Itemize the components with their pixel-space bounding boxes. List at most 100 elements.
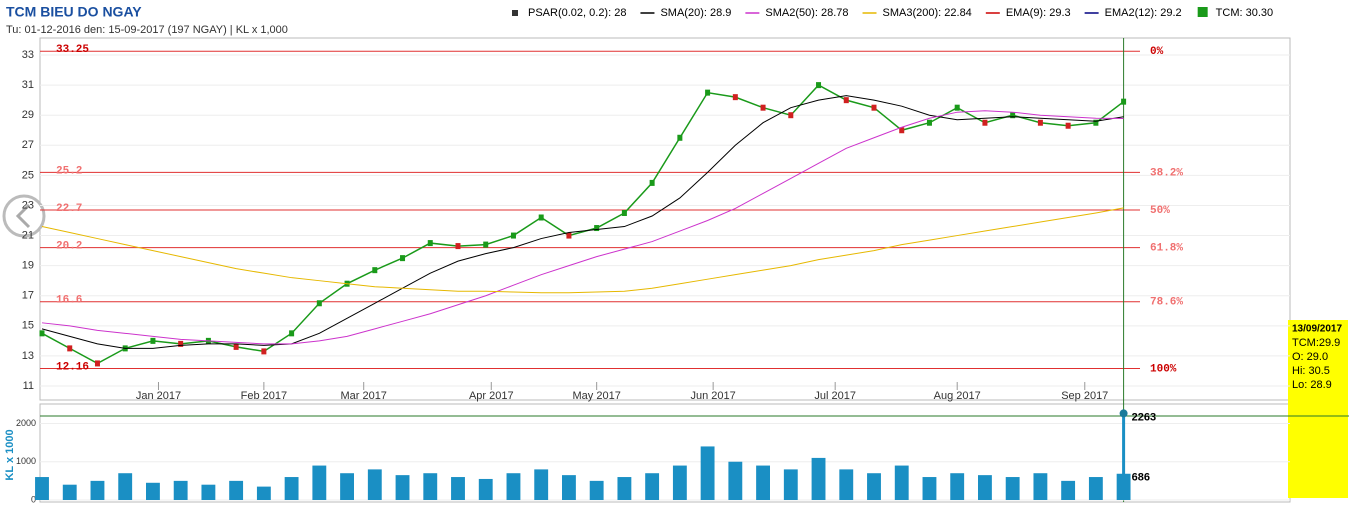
volume-bar bbox=[728, 461, 743, 500]
price-mark bbox=[455, 243, 461, 250]
price-mark bbox=[372, 267, 378, 274]
volume-bar bbox=[173, 480, 188, 500]
price-mark bbox=[150, 337, 156, 344]
volume-bar bbox=[978, 475, 992, 500]
fib-price: 22.7 bbox=[56, 203, 82, 215]
volume-spike-dot bbox=[1119, 409, 1128, 418]
price-mark bbox=[39, 330, 45, 337]
price-mark bbox=[538, 214, 544, 221]
volume-bar bbox=[35, 477, 49, 500]
volume-bar bbox=[645, 473, 660, 500]
tooltip-line: O: 29.0 bbox=[1292, 351, 1328, 363]
fib-level: 61.8% bbox=[1150, 242, 1183, 254]
y-tick-label: 27 bbox=[22, 139, 34, 151]
fib-price: 12.16 bbox=[56, 361, 89, 373]
volume-tick-label: 1000 bbox=[16, 456, 36, 466]
volume-bar bbox=[62, 484, 77, 500]
y-tick-label: 25 bbox=[22, 169, 34, 181]
price-mark bbox=[871, 104, 877, 111]
x-tick-label: Apr 2017 bbox=[469, 390, 514, 402]
volume-axis-label: KL x 1000 bbox=[4, 429, 16, 480]
volume-bar bbox=[340, 473, 354, 500]
volume-bar bbox=[506, 473, 521, 500]
legend-entry: SMA3(200): 22.84 bbox=[883, 7, 972, 19]
price-mark bbox=[677, 134, 683, 141]
price-mark bbox=[483, 241, 489, 248]
price-mark bbox=[566, 232, 572, 239]
price-mark bbox=[261, 348, 267, 355]
volume-bar bbox=[700, 446, 715, 500]
tooltip-box bbox=[1288, 320, 1348, 498]
volume-bar bbox=[451, 477, 465, 500]
x-tick-label: May 2017 bbox=[573, 390, 621, 402]
volume-bar bbox=[589, 480, 604, 500]
chart-title: TCM BIEU DO NGAY bbox=[6, 4, 142, 20]
legend-entry: EMA2(12): 29.2 bbox=[1105, 7, 1182, 19]
volume-bar bbox=[811, 457, 826, 500]
price-mark bbox=[926, 119, 932, 126]
legend-entry: EMA(9): 29.3 bbox=[1006, 7, 1071, 19]
volume-bar bbox=[672, 465, 687, 500]
y-tick-label: 31 bbox=[22, 79, 34, 91]
fib-level: 100% bbox=[1150, 363, 1177, 375]
volume-bar bbox=[256, 486, 271, 500]
volume-bar bbox=[756, 465, 770, 500]
y-tick-label: 11 bbox=[23, 380, 34, 392]
price-mark bbox=[510, 232, 516, 239]
price-mark bbox=[649, 179, 655, 186]
volume-bar bbox=[562, 475, 576, 500]
price-mark bbox=[1121, 98, 1127, 105]
y-tick-label: 23 bbox=[22, 199, 34, 211]
price-mark bbox=[594, 225, 600, 232]
legend-entry: SMA2(50): 28.78 bbox=[765, 7, 848, 19]
volume-bar bbox=[783, 469, 798, 500]
series-line bbox=[41, 110, 1124, 345]
tooltip-line: Hi: 30.5 bbox=[1292, 365, 1330, 377]
volume-bar bbox=[950, 473, 965, 500]
legend-entry: SMA(20): 28.9 bbox=[660, 7, 731, 19]
price-mark bbox=[760, 104, 766, 111]
price-mark bbox=[982, 119, 988, 126]
price-mark bbox=[400, 255, 406, 262]
price-mark bbox=[732, 94, 738, 101]
fib-price: 25.2 bbox=[56, 165, 82, 177]
volume-bar bbox=[1005, 477, 1020, 500]
price-mark bbox=[316, 300, 322, 307]
volume-tick-label: 0 bbox=[31, 494, 36, 504]
price-mark bbox=[289, 330, 295, 337]
legend-swatch bbox=[1197, 7, 1208, 17]
price-mark bbox=[788, 112, 794, 119]
volume-bar bbox=[867, 473, 881, 500]
volume-bar bbox=[201, 484, 216, 500]
fib-level: 78.6% bbox=[1150, 297, 1183, 309]
price-mark bbox=[1037, 119, 1043, 126]
y-tick-label: 21 bbox=[22, 229, 34, 241]
x-tick-label: Aug 2017 bbox=[934, 390, 981, 402]
fib-level: 0% bbox=[1150, 46, 1164, 58]
fib-level: 38.2% bbox=[1150, 167, 1183, 179]
price-mark bbox=[1093, 119, 1099, 126]
x-tick-label: Jul 2017 bbox=[814, 390, 856, 402]
volume-bar bbox=[90, 480, 105, 500]
price-mark bbox=[899, 127, 905, 134]
volume-bar bbox=[146, 482, 160, 500]
volume-bar bbox=[367, 469, 382, 500]
price-mark bbox=[954, 104, 960, 111]
volume-tick-label: 2000 bbox=[16, 418, 36, 428]
volume-bar bbox=[534, 469, 549, 500]
y-tick-label: 17 bbox=[22, 290, 34, 302]
x-tick-label: Sep 2017 bbox=[1061, 390, 1108, 402]
volume-bar bbox=[312, 465, 327, 500]
fib-level: 50% bbox=[1150, 205, 1170, 217]
volume-bar bbox=[922, 477, 937, 500]
y-tick-label: 19 bbox=[22, 260, 34, 272]
volume-bar bbox=[284, 477, 299, 500]
y-tick-label: 29 bbox=[22, 109, 34, 121]
volume-bar bbox=[839, 469, 854, 500]
x-tick-label: Jan 2017 bbox=[136, 390, 181, 402]
price-mark bbox=[427, 240, 433, 247]
prev-button[interactable] bbox=[2, 194, 46, 238]
legend-swatch bbox=[512, 10, 518, 16]
y-tick-label: 33 bbox=[22, 49, 34, 61]
